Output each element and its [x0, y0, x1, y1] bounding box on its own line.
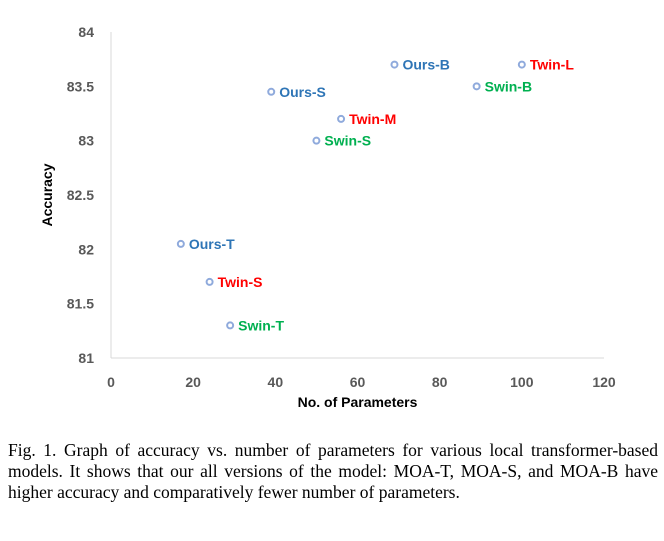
y-tick-label: 81	[78, 350, 94, 366]
point-label: Twin-L	[530, 57, 575, 73]
data-point: Ours-B	[390, 57, 450, 73]
data-point: Twin-S	[205, 274, 263, 290]
x-tick-label: 120	[592, 374, 616, 390]
y-tick-label: 84	[78, 24, 94, 40]
data-points: Ours-T Ours-S Ours-B Twin-S Twin-M Twin-L Swin…	[176, 57, 575, 333]
point-label: Ours-T	[189, 236, 235, 252]
point-label: Twin-M	[349, 111, 396, 127]
scatter-chart: 0 20 40 60 80 100 120 81 81.5 82 82.5 83 83.5 84 Our…	[39, 24, 616, 410]
data-point: Swin-T	[226, 317, 284, 333]
point-marker	[267, 87, 276, 96]
point-marker	[517, 60, 526, 69]
data-point: Twin-L	[517, 57, 575, 73]
x-tick-labels: 0 20 40 60 80 100 120	[107, 374, 616, 390]
point-label: Swin-B	[485, 78, 532, 94]
data-point: Ours-T	[176, 236, 235, 252]
x-tick-label: 20	[185, 374, 201, 390]
data-point: Ours-S	[267, 84, 326, 100]
x-tick-label: 0	[107, 374, 115, 390]
data-point: Swin-S	[312, 133, 371, 149]
point-marker	[226, 321, 235, 330]
point-label: Swin-T	[238, 317, 284, 333]
y-tick-labels: 81 81.5 82 82.5 83 83.5 84	[67, 24, 94, 366]
data-point: Twin-M	[337, 111, 396, 127]
axes	[110, 32, 604, 359]
point-marker	[472, 82, 481, 91]
x-tick-label: 40	[268, 374, 284, 390]
x-tick-label: 80	[432, 374, 448, 390]
point-marker	[176, 239, 185, 248]
point-marker	[337, 114, 346, 123]
point-marker	[390, 60, 399, 69]
x-axis-title: No. of Parameters	[298, 394, 418, 410]
y-tick-label: 82	[78, 241, 94, 257]
y-axis-title: Accuracy	[39, 163, 55, 226]
y-tick-label: 83	[78, 133, 94, 149]
y-tick-label: 81.5	[67, 296, 94, 312]
point-label: Ours-B	[402, 57, 449, 73]
data-point: Swin-B	[472, 78, 532, 94]
x-tick-label: 100	[510, 374, 534, 390]
point-label: Swin-S	[324, 133, 371, 149]
y-tick-label: 82.5	[67, 187, 94, 203]
x-tick-label: 60	[350, 374, 366, 390]
point-marker	[312, 136, 321, 145]
point-marker	[205, 277, 214, 286]
point-label: Twin-S	[218, 274, 263, 290]
figure-caption: Fig. 1. Graph of accuracy vs. number of …	[8, 440, 658, 502]
point-label: Ours-S	[279, 84, 326, 100]
y-tick-label: 83.5	[67, 78, 94, 94]
